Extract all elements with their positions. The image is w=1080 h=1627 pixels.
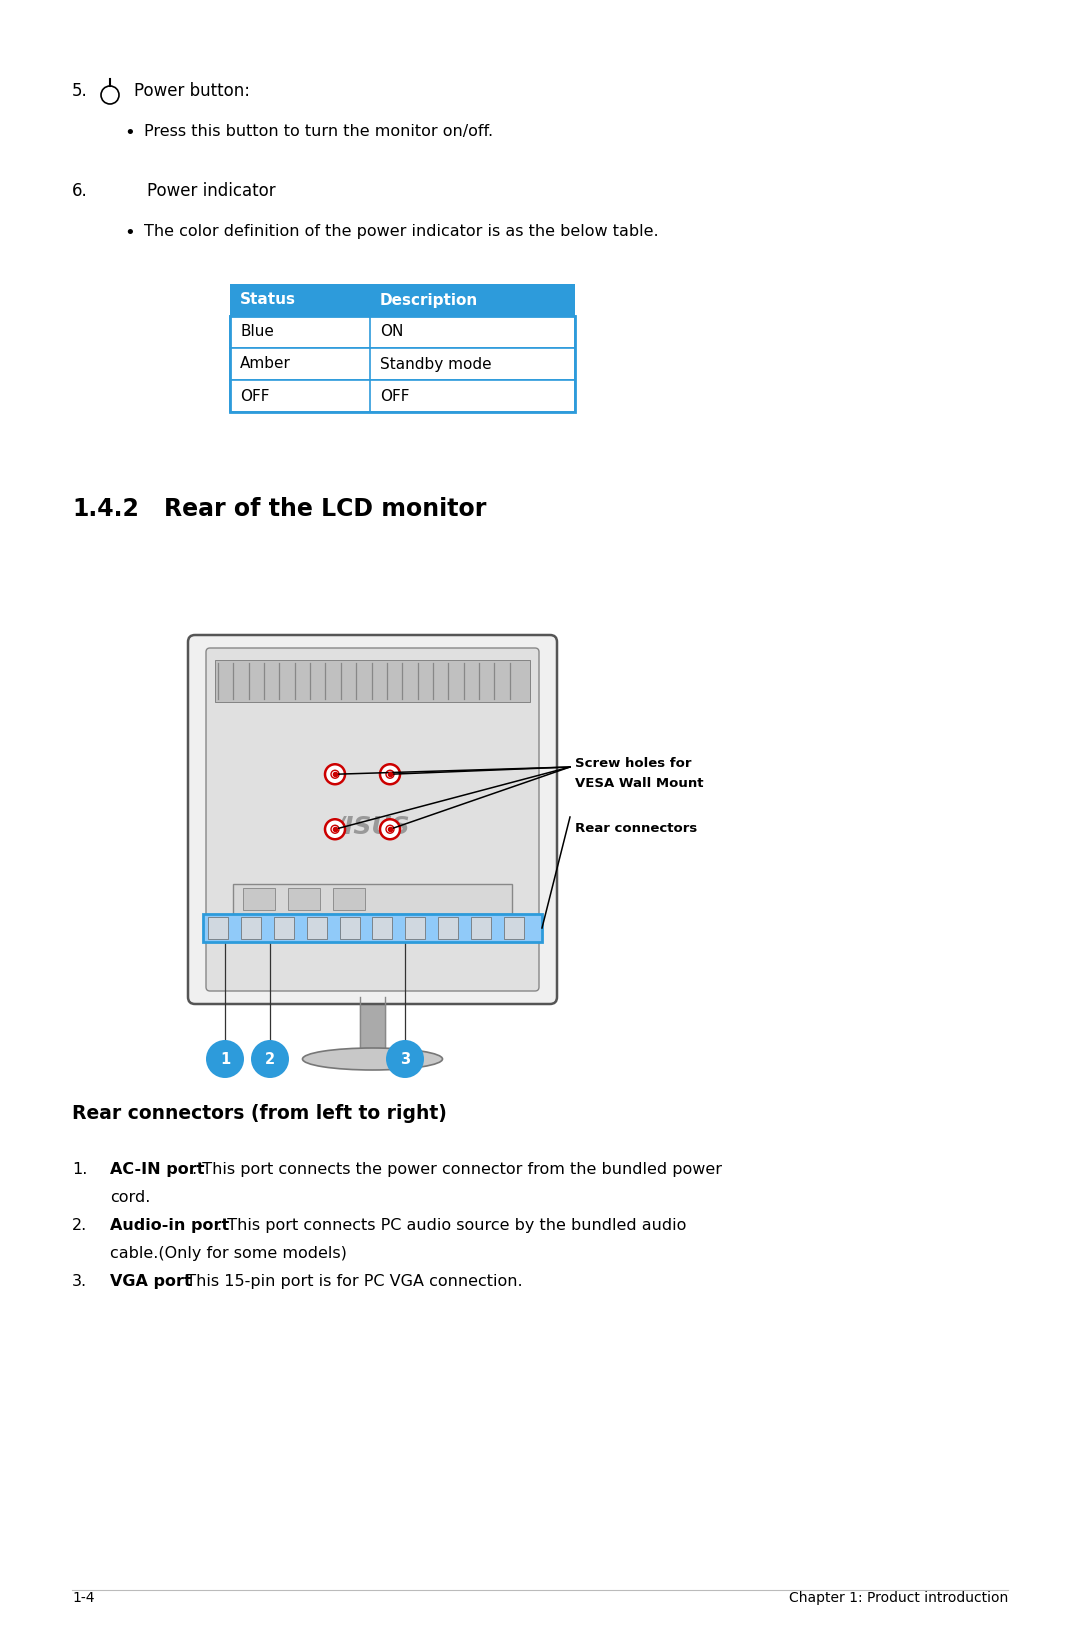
Bar (339, 918, 360, 939)
Text: •: • (124, 124, 135, 142)
Bar (274, 918, 294, 939)
Text: 1.: 1. (72, 1162, 87, 1176)
Text: Rear connectors: Rear connectors (575, 822, 698, 835)
Bar (405, 918, 426, 939)
Text: Audio-in port: Audio-in port (110, 1219, 229, 1233)
Text: VESA Wall Mount: VESA Wall Mount (575, 778, 703, 791)
Text: Rear connectors (from left to right): Rear connectors (from left to right) (72, 1105, 447, 1123)
Bar (241, 918, 261, 939)
Text: 2: 2 (265, 1051, 275, 1067)
Text: 1-4: 1-4 (72, 1591, 95, 1604)
Circle shape (251, 1040, 289, 1079)
Text: 3: 3 (400, 1051, 410, 1067)
Bar (203, 914, 542, 942)
Text: Press this button to turn the monitor on/off.: Press this button to turn the monitor on… (144, 124, 494, 138)
Text: Power button:: Power button: (134, 81, 249, 99)
Text: Power indicator: Power indicator (147, 182, 275, 200)
Circle shape (386, 825, 394, 833)
Bar (243, 888, 275, 909)
Bar (471, 918, 491, 939)
Text: The color definition of the power indicator is as the below table.: The color definition of the power indica… (144, 225, 659, 239)
FancyBboxPatch shape (206, 648, 539, 991)
Bar (230, 316, 575, 348)
Circle shape (325, 765, 345, 784)
Bar (230, 285, 575, 316)
Text: Blue: Blue (240, 324, 274, 340)
Text: VGA port: VGA port (110, 1274, 192, 1289)
Text: OFF: OFF (380, 389, 409, 403)
Text: Amber: Amber (240, 356, 291, 371)
Bar (288, 888, 320, 909)
Bar (230, 381, 575, 412)
Text: 1.4.2: 1.4.2 (72, 496, 139, 521)
Circle shape (330, 825, 339, 833)
Circle shape (386, 770, 394, 778)
Text: . This 15-pin port is for PC VGA connection.: . This 15-pin port is for PC VGA connect… (176, 1274, 523, 1289)
Circle shape (102, 86, 119, 104)
Text: Status: Status (240, 293, 296, 308)
Text: cord.: cord. (110, 1189, 150, 1206)
Text: 1: 1 (220, 1051, 230, 1067)
Bar (230, 348, 575, 381)
Text: ON: ON (380, 324, 403, 340)
Text: 3.: 3. (72, 1274, 87, 1289)
Bar (233, 883, 512, 914)
Text: 5.: 5. (72, 81, 87, 99)
Text: Chapter 1: Product introduction: Chapter 1: Product introduction (788, 1591, 1008, 1604)
FancyBboxPatch shape (188, 635, 557, 1004)
Circle shape (386, 1040, 424, 1079)
Bar (438, 918, 458, 939)
Text: AC-IN port: AC-IN port (110, 1162, 204, 1176)
Circle shape (325, 820, 345, 840)
Text: Standby mode: Standby mode (380, 356, 491, 371)
Bar (307, 918, 326, 939)
Bar (208, 918, 228, 939)
Bar (230, 316, 575, 412)
Text: Description: Description (380, 293, 478, 308)
Text: •: • (124, 225, 135, 242)
Text: /ISUS: /ISUS (335, 815, 409, 838)
Bar (215, 661, 530, 701)
Text: 6.: 6. (72, 182, 87, 200)
Ellipse shape (302, 1048, 443, 1071)
Circle shape (380, 820, 400, 840)
Circle shape (206, 1040, 244, 1079)
Text: . This port connects the power connector from the bundled power: . This port connects the power connector… (192, 1162, 723, 1176)
Circle shape (380, 765, 400, 784)
Bar (373, 918, 392, 939)
Bar (333, 888, 365, 909)
Bar (504, 918, 524, 939)
Text: 2.: 2. (72, 1219, 87, 1233)
Text: cable.(Only for some models): cable.(Only for some models) (110, 1246, 347, 1261)
Circle shape (330, 770, 339, 778)
Text: Rear of the LCD monitor: Rear of the LCD monitor (164, 496, 486, 521)
Text: OFF: OFF (240, 389, 270, 403)
Text: Screw holes for: Screw holes for (575, 757, 691, 770)
Text: . This port connects PC audio source by the bundled audio: . This port connects PC audio source by … (217, 1219, 686, 1233)
